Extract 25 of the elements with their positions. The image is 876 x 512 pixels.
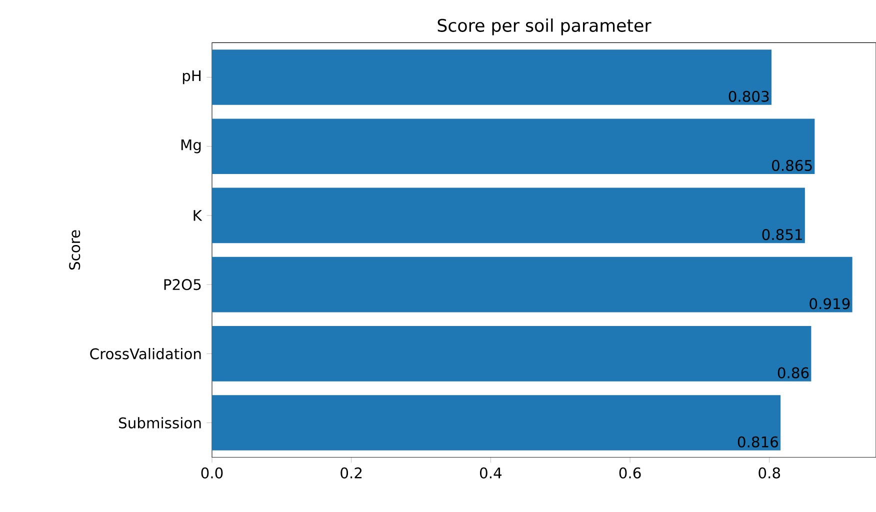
y-axis-title: Score (69, 230, 80, 270)
data-label: 0.86 (778, 367, 809, 378)
y-tick-label: K (194, 210, 202, 221)
y-tick-label: P2O5 (164, 279, 201, 290)
chart-title: Score per soil parameter (438, 18, 652, 36)
data-label: 0.865 (772, 160, 812, 172)
bar (212, 326, 812, 382)
bar (212, 50, 772, 105)
y-tick-label: Submission (119, 417, 201, 428)
data-label: 0.919 (810, 298, 850, 310)
y-tick-label: Mg (181, 139, 201, 154)
x-tick-label: 0.2 (340, 467, 362, 478)
data-label: 0.816 (738, 436, 778, 448)
bar (212, 118, 815, 174)
bar (212, 395, 781, 450)
y-tick-label: pH (182, 70, 201, 84)
x-tick-label: 0.0 (201, 467, 223, 478)
y-tick-label: CrossValidation (90, 348, 201, 360)
x-tick-label: 0.8 (758, 467, 780, 478)
x-tick-label: 0.4 (480, 467, 502, 478)
data-label: 0.851 (762, 229, 802, 240)
bar (212, 256, 852, 312)
bar (212, 188, 805, 244)
x-tick-label: 0.6 (619, 467, 641, 478)
data-label: 0.803 (728, 90, 769, 102)
